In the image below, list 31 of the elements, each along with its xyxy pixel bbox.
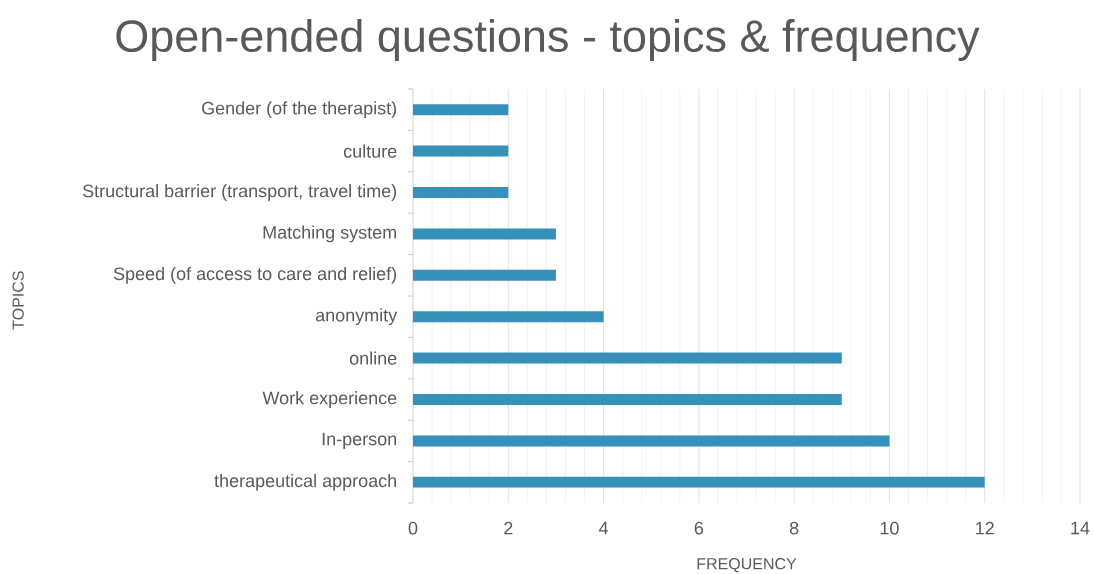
bar xyxy=(413,104,509,116)
y-tick-label: Work experience xyxy=(262,391,397,408)
x-tick-label: 0 xyxy=(408,521,418,535)
bar xyxy=(413,145,509,157)
bar xyxy=(413,187,509,198)
x-tick-label: 2 xyxy=(504,521,513,535)
y-tick-label: Gender (of the therapist) xyxy=(202,101,397,119)
x-tick-label: 10 xyxy=(880,521,899,535)
y-tick-label: therapeutical approach xyxy=(214,473,396,491)
x-tick-label: 6 xyxy=(694,521,704,535)
y-tick-label: Speed (of access to care and relief) xyxy=(113,266,397,284)
chart-title: Open-ended questions - topics & frequency xyxy=(116,19,980,61)
bar xyxy=(413,311,604,323)
x-tick-label: 14 xyxy=(1071,521,1090,535)
y-tick-label: Structural barrier (transport, travel time) xyxy=(82,184,397,201)
y-tick-label: anonymity xyxy=(315,308,398,326)
x-axis-title: FREQUENCY xyxy=(697,558,797,573)
y-tick-label: culture xyxy=(343,144,397,158)
bar xyxy=(413,435,890,447)
y-tick-label: online xyxy=(349,351,397,365)
bar xyxy=(413,269,556,281)
bar xyxy=(413,476,985,488)
y-tick-label: In-person xyxy=(322,432,397,449)
bar xyxy=(413,228,556,240)
y-tick-label: Matching system xyxy=(263,225,396,243)
x-tick-label: 8 xyxy=(789,521,799,535)
y-axis-title: TOPICS xyxy=(12,271,24,330)
x-tick-label: 4 xyxy=(598,521,609,535)
x-tick-label: 12 xyxy=(976,521,994,535)
bar xyxy=(413,394,842,406)
bar xyxy=(413,352,842,364)
